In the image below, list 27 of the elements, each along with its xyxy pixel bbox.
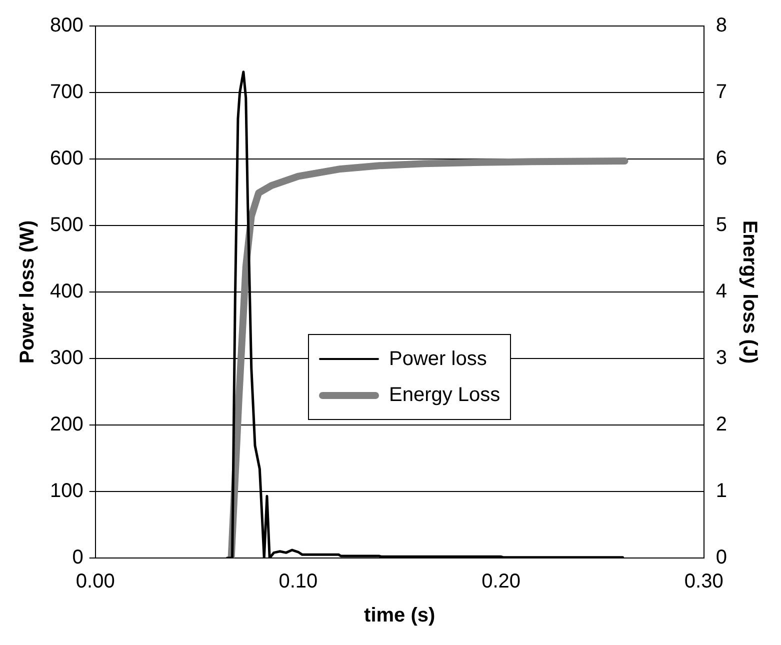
y2-tick-label: 6 — [716, 148, 727, 170]
x-tick-label: 0.00 — [76, 570, 115, 593]
y-tick-label: 400 — [50, 280, 84, 303]
y2-tick-label: 2 — [716, 414, 727, 436]
y2-tick-label: 7 — [716, 81, 727, 104]
x-axis-title: time (s) — [364, 604, 436, 627]
y-tick-label: 300 — [50, 347, 84, 370]
y-axis-title: Power loss (W) — [16, 220, 39, 364]
y2-tick-label: 8 — [716, 14, 727, 37]
legend-label: Power loss — [389, 348, 487, 370]
y-tick-label: 600 — [50, 148, 84, 170]
y-tick-label: 500 — [50, 214, 84, 236]
y-tick-label: 100 — [50, 480, 84, 502]
y-tick-label: 700 — [50, 81, 84, 104]
y2-axis-title: Energy loss (J) — [738, 220, 760, 364]
y2-tick-label: 1 — [716, 480, 727, 502]
x-tick-label: 0.20 — [482, 570, 521, 593]
legend-label: Energy Loss — [389, 384, 500, 406]
y2-tick-label: 4 — [716, 280, 727, 303]
y2-tick-label: 3 — [716, 347, 727, 370]
y2-tick-label: 0 — [716, 546, 727, 569]
x-tick-label: 0.30 — [684, 570, 724, 593]
x-tick-label: 0.10 — [278, 570, 318, 593]
y-tick-label: 0 — [72, 546, 84, 569]
y-tick-label: 200 — [50, 414, 84, 436]
y2-tick-label: 5 — [716, 214, 727, 236]
y-tick-label: 800 — [50, 14, 84, 37]
